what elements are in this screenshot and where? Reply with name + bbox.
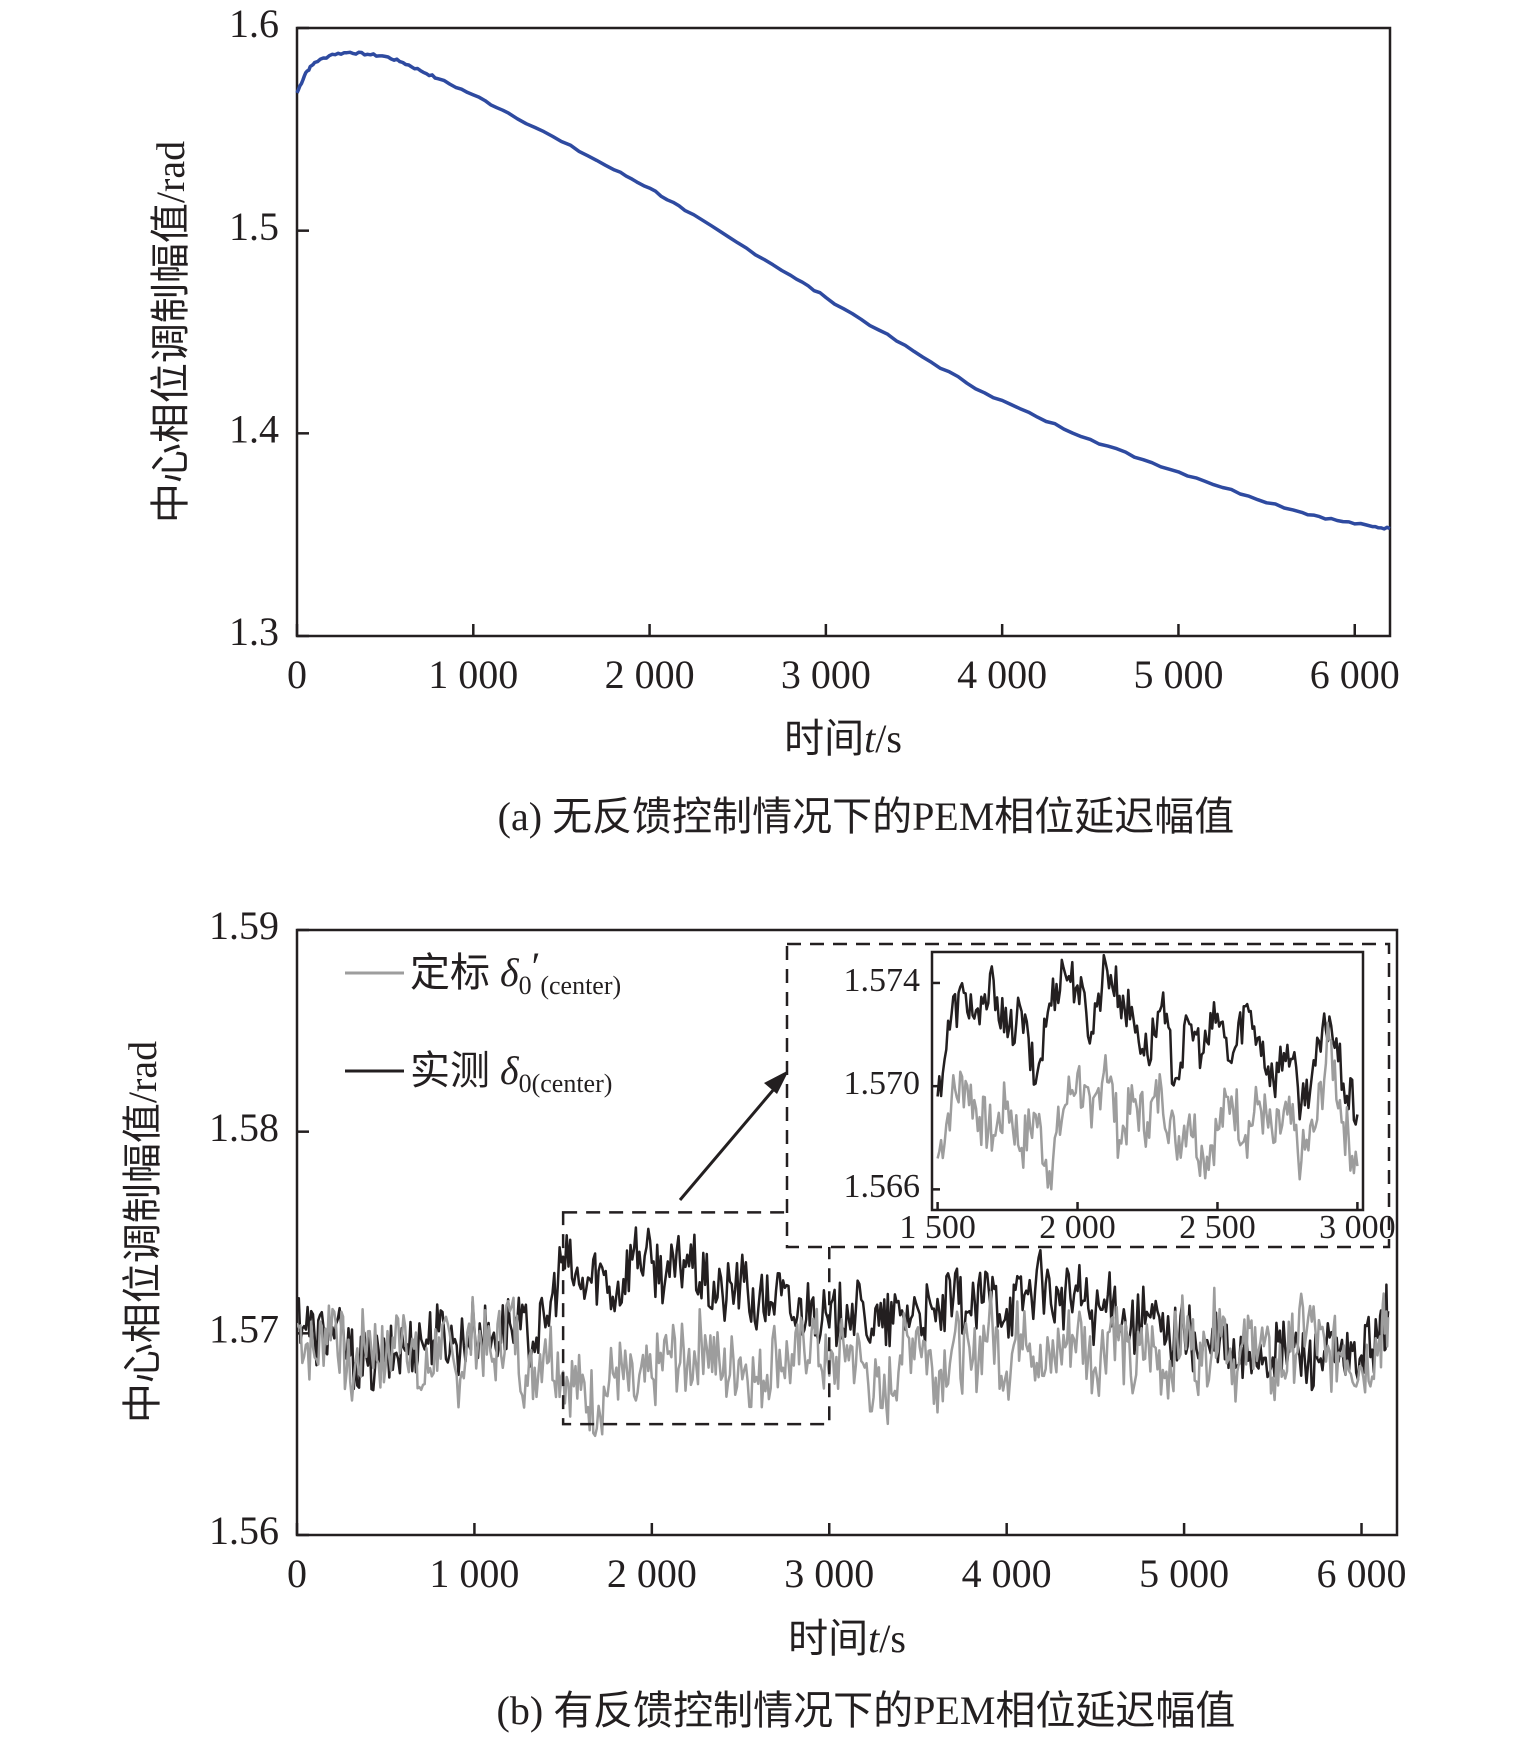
panel-a-x-tick-label: 4 000 [957, 652, 1047, 697]
legend-label-calibrated: 定标 δ0′(center) [410, 944, 621, 1000]
legend-label-calibrated-sub: 0 [519, 971, 532, 1000]
panel-a-x-tick-label: 1 000 [428, 652, 518, 697]
zoom-arrow-shaft [678, 1081, 782, 1201]
panel-a-y-tick-label: 1.5 [229, 204, 279, 249]
panel-b-x-tick-label: 1 000 [429, 1551, 519, 1596]
panel-a-x-tick-label: 5 000 [1133, 652, 1223, 697]
panel-b-y-axis-title: 中心相位调制幅值/rad [120, 1041, 165, 1423]
legend-label-measured-delta: δ [500, 1048, 520, 1093]
inset-x-tick-label: 2 000 [1039, 1209, 1116, 1246]
panel-a-y-tick-label: 1.3 [229, 609, 279, 654]
inset-series [936, 953, 1359, 1191]
panel-a-caption: (a) 无反馈控制情况下的PEM相位延迟幅值 [498, 794, 1235, 839]
panel-a-x-tick-label: 6 000 [1310, 652, 1400, 697]
panel-a-x-tick-label: 3 000 [781, 652, 871, 697]
inset-x-tick-label: 2 500 [1179, 1209, 1256, 1246]
panel-a-x-axis-title-prefix: 时间 [784, 716, 864, 761]
inset-ticks: 1 500 2 000 2 500 3 000 1.566 1.570 1.574 [844, 962, 1396, 1246]
panel-a-y-tick-label: 1.6 [229, 1, 279, 46]
panel-a-ticks: 0 1 000 2 000 3 000 4 000 5 000 6 000 1.3 1.4 1.5… [229, 1, 1400, 697]
panel-b-x-tick-label: 2 000 [607, 1551, 697, 1596]
panel-b-y-tick-label: 1.56 [209, 1508, 279, 1553]
panel-b-caption: (b) 有反馈控制情况下的PEM相位延迟幅值 [497, 1688, 1236, 1733]
panel-a-y-axis-title: 中心相位调制幅值/rad [148, 141, 193, 523]
panel-a-x-axis-title-unit: /s [875, 716, 902, 761]
panel-a-x-axis-title-var: t [864, 716, 876, 761]
panel-a-y-tick-label: 1.4 [229, 407, 279, 452]
panel-b-series [297, 1226, 1390, 1438]
inset-x-tick-label: 3 000 [1319, 1209, 1396, 1246]
panel-b-x-tick-label: 0 [287, 1551, 307, 1596]
panel-b-series-line-0 [297, 1286, 1390, 1438]
panel-b-plot-frame [295, 928, 1399, 1537]
inset-y-tick-label: 1.570 [844, 1065, 921, 1102]
panel-b-x-tick-label: 4 000 [962, 1551, 1052, 1596]
panel-b: 0 1 000 2 000 3 000 4 000 5 000 6 000 1.56 1.57 1… [120, 903, 1406, 1733]
zoom-arrow-head [764, 1070, 789, 1094]
inset-y-tick-label: 1.574 [844, 962, 921, 999]
zoom-region-box [561, 1211, 831, 1426]
legend-label-calibrated-delta: δ [500, 950, 520, 995]
legend-label-measured-sub2: (center) [532, 1069, 613, 1098]
inset-series-line-1 [936, 953, 1359, 1126]
legend-label-measured-sub: 0 [519, 1069, 532, 1098]
panel-b-x-tick-label: 3 000 [784, 1551, 874, 1596]
panel-b-y-tick-label: 1.57 [209, 1307, 279, 1352]
panel-a: 0 1 000 2 000 3 000 4 000 5 000 6 000 1.3 1.4 1.5… [148, 1, 1400, 839]
legend-label-calibrated-sub2: (center) [540, 971, 621, 1000]
panel-a-series [295, 50, 1391, 531]
panel-b-x-axis-title: 时间t/s [788, 1616, 906, 1661]
inset-background [787, 944, 1389, 1247]
panel-a-x-tick-label: 2 000 [605, 652, 695, 697]
inset-x-tick-label: 1 500 [899, 1209, 976, 1246]
panel-a-x-tick-label: 0 [287, 652, 307, 697]
panel-b-y-tick-label: 1.59 [209, 903, 279, 948]
legend-label-measured: 实测 δ0(center) [410, 1048, 612, 1098]
legend-label-measured-prefix: 实测 [410, 1048, 500, 1093]
legend: 定标 δ0′(center) 实测 δ0(center) [345, 944, 621, 1098]
panel-b-y-tick-label: 1.58 [209, 1105, 279, 1150]
panel-b-x-axis-title-unit: /s [879, 1616, 906, 1661]
legend-label-calibrated-prefix: 定标 [410, 950, 500, 995]
panel-a-series-line-0 [295, 50, 1391, 531]
inset-plot-frame [930, 950, 1365, 1212]
panel-b-ticks: 0 1 000 2 000 3 000 4 000 5 000 6 000 1.56 1.57 1… [209, 903, 1407, 1596]
inset-y-tick-label: 1.566 [844, 1168, 921, 1205]
panel-b-x-tick-label: 5 000 [1139, 1551, 1229, 1596]
inset-dashed-border [785, 942, 1391, 1249]
inset-series-line-0 [936, 1021, 1359, 1191]
panel-b-x-axis-title-var: t [868, 1616, 880, 1661]
inset: 1 500 2 000 2 500 3 000 1.566 1.570 1.574 [785, 942, 1396, 1249]
legend-label-calibrated-prime: ′ [532, 944, 541, 989]
panel-b-series-line-1 [297, 1226, 1390, 1392]
panel-a-x-axis-title: 时间t/s [784, 716, 902, 761]
panel-b-x-axis-title-prefix: 时间 [788, 1616, 868, 1661]
panel-a-plot-frame [295, 26, 1392, 638]
panel-b-x-tick-label: 6 000 [1317, 1551, 1407, 1596]
